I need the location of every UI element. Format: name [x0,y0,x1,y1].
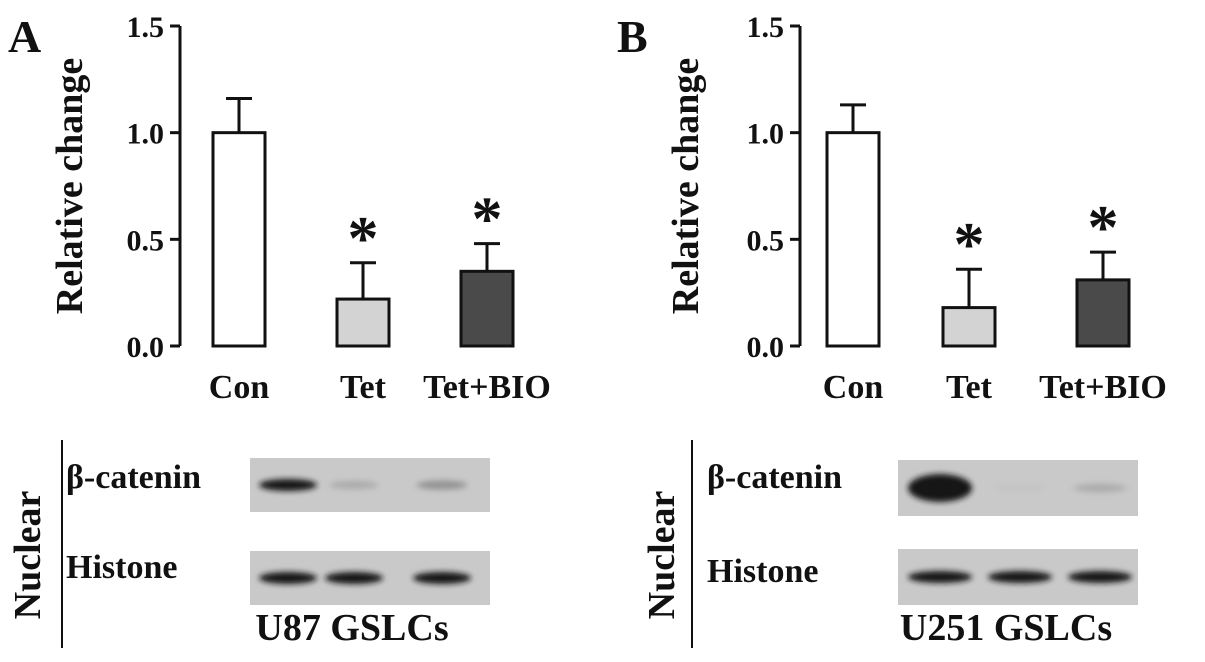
y-tick-label: 0.0 [747,331,785,364]
blot-band [413,572,471,584]
bar-con [825,131,881,348]
cell-line-caption: U87 GSLCs [255,607,448,649]
category-label: Con [823,369,884,406]
bar-tet-bio [1075,278,1131,348]
bar-tet [941,306,997,348]
category-label: Con [209,369,270,406]
blot-band [416,480,468,490]
y-tick-label: 1.5 [127,11,165,44]
panel-letter: B [617,11,648,62]
category-label: Tet+BIO [423,369,551,406]
blot-side-label: Nuclear [7,491,49,620]
blot-band [259,479,317,491]
blot-band [259,572,317,584]
blot-band [988,571,1052,583]
significance-asterisk: * [472,186,503,254]
bar-tet [335,297,391,348]
bar-tet-bio [459,269,515,348]
y-tick-label: 0.5 [127,224,165,257]
panel-a: A 0.0 0.5 1.0 1.5 Relative change Con * Tet * Tet+… [7,11,551,649]
y-axis-label: Relative change [49,58,91,314]
category-label: Tet+BIO [1039,369,1167,406]
blot-row-label: β-catenin [707,459,842,496]
y-tick-label: 1.5 [747,11,785,44]
blot-band [329,480,379,490]
blot-band [325,572,383,584]
blot-band [1073,483,1127,493]
category-label: Tet [946,369,993,406]
cell-line-caption: U251 GSLCs [900,607,1112,649]
blot-band [908,571,972,583]
category-label: Tet [340,369,387,406]
significance-asterisk: * [954,211,985,279]
y-tick-label: 1.0 [127,118,165,151]
panel-b: B 0.0 0.5 1.0 1.5 Relative change Con * Tet * Tet+… [617,11,1167,649]
significance-asterisk: * [348,205,379,273]
y-axis-label: Relative change [665,58,707,314]
bar-con [211,131,267,348]
blot-band [995,484,1045,492]
blot-band [1068,571,1132,583]
blot-row-label: Histone [66,549,177,586]
significance-asterisk: * [1088,194,1119,262]
panel-letter: A [8,11,41,62]
blot-band [908,474,972,502]
y-tick-label: 0.0 [127,331,165,364]
blot-row-label: Histone [707,553,818,590]
blot-side-label: Nuclear [641,491,683,620]
blot-row-label: β-catenin [66,459,201,496]
y-tick-label: 0.5 [747,224,785,257]
y-tick-label: 1.0 [747,118,785,151]
